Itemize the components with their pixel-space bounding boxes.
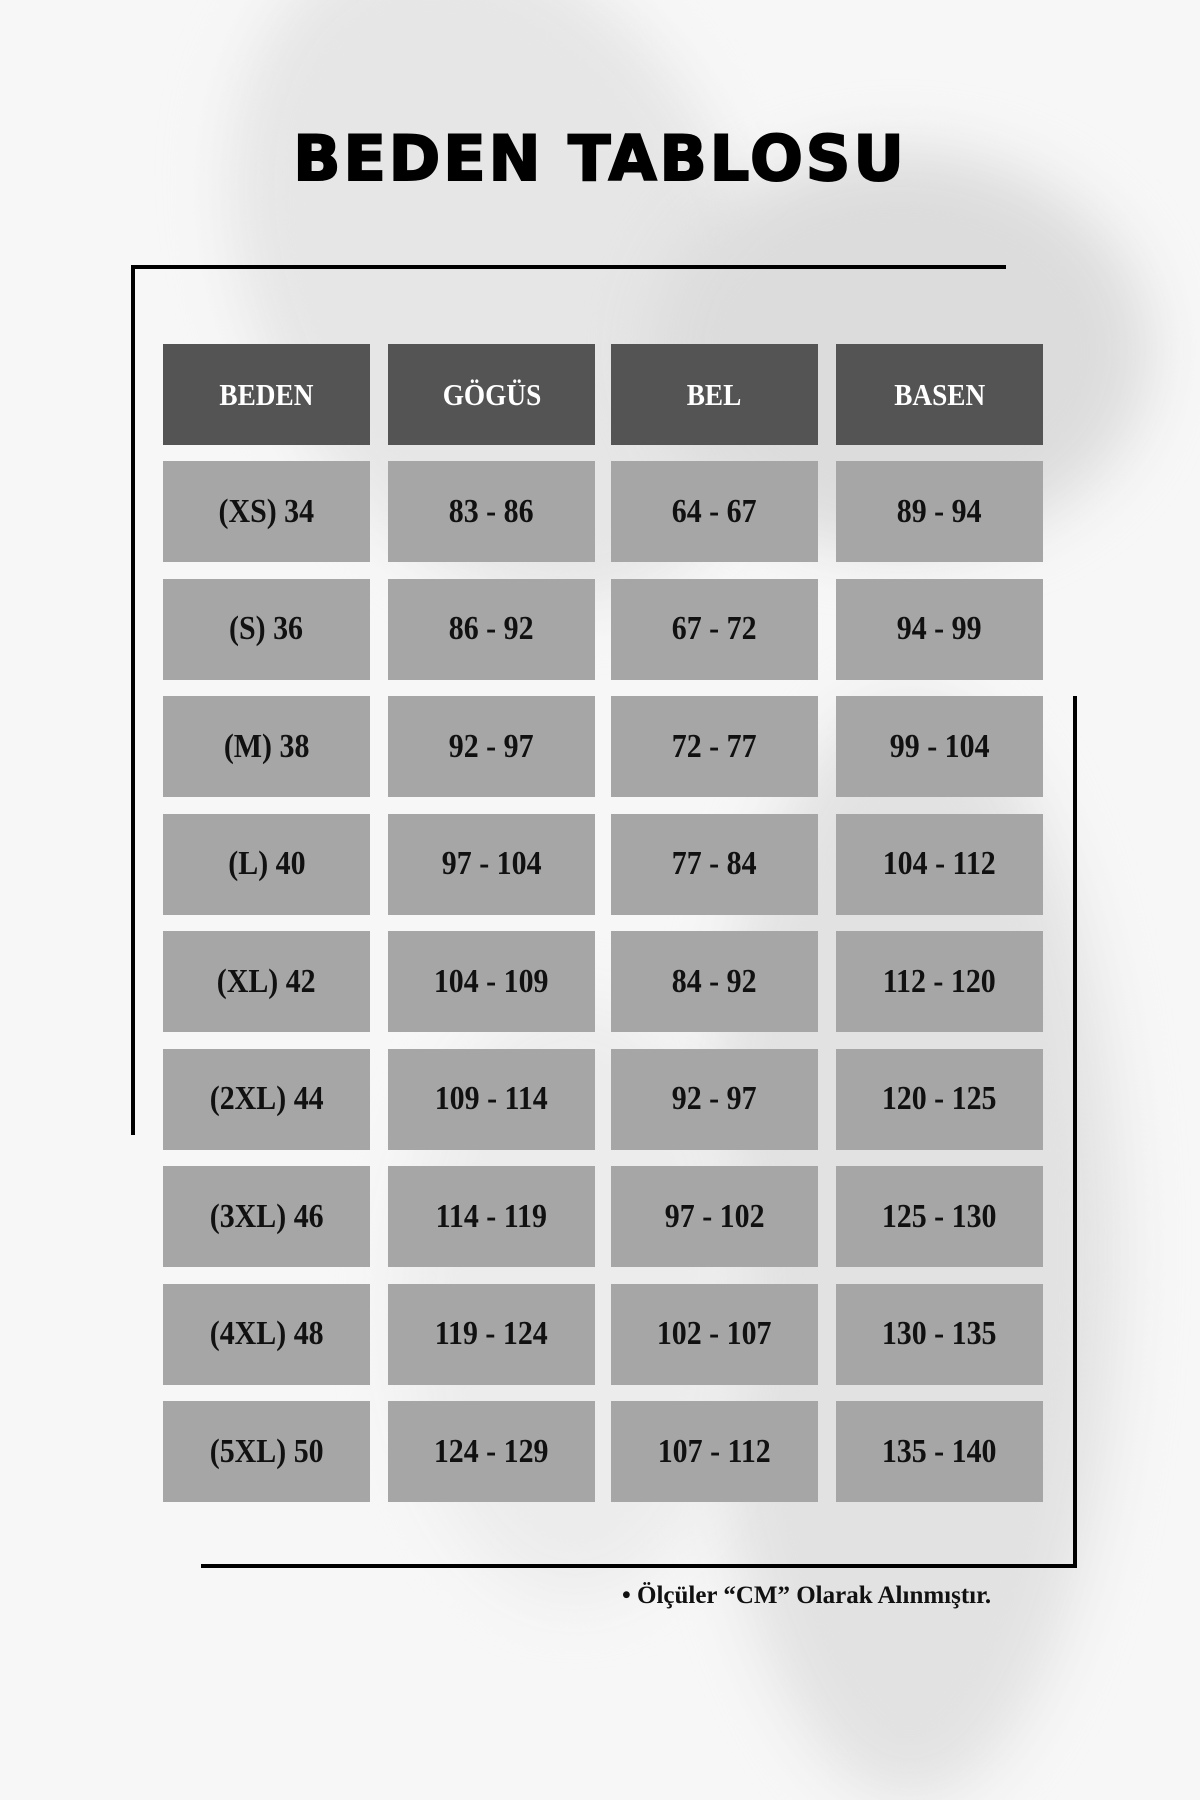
- cell-waist: 72 - 77: [611, 696, 818, 797]
- header-waist: BEL: [611, 344, 818, 445]
- cell-hip-text: 130 - 135: [882, 1315, 997, 1352]
- cell-size-text: (XS) 34: [218, 492, 315, 530]
- cell-chest: 97 - 104: [388, 813, 595, 915]
- cell-hip-text: 120 - 125: [882, 1080, 997, 1117]
- cell-hip: 99 - 104: [836, 696, 1043, 797]
- cell-waist: 92 - 97: [611, 1048, 818, 1150]
- cell-hip: 120 - 125: [836, 1048, 1043, 1150]
- cell-chest-text: 114 - 119: [435, 1197, 548, 1235]
- cell-chest: 114 - 119: [388, 1166, 595, 1267]
- cell-size: (XS) 34: [163, 461, 370, 562]
- cell-size-text: (S) 36: [229, 610, 304, 647]
- cell-waist: 67 - 72: [611, 578, 818, 680]
- header-size: BEDEN: [163, 344, 370, 445]
- cell-size: (XL) 42: [163, 931, 370, 1032]
- cell-hip-text: 135 - 140: [882, 1432, 997, 1470]
- cell-waist: 97 - 102: [611, 1166, 818, 1267]
- cell-hip: 135 - 140: [836, 1401, 1043, 1502]
- cell-waist-text: 107 - 112: [657, 1432, 772, 1470]
- cell-waist-text: 77 - 84: [672, 845, 757, 882]
- cell-size-text: (3XL) 46: [209, 1197, 324, 1235]
- cell-chest: 83 - 86: [388, 461, 595, 562]
- cell-hip-text: 125 - 130: [882, 1197, 997, 1235]
- cell-hip-text: 104 - 112: [882, 845, 997, 882]
- cell-size: (4XL) 48: [163, 1283, 370, 1385]
- cell-chest: 92 - 97: [388, 696, 595, 797]
- cell-hip: 130 - 135: [836, 1283, 1043, 1385]
- cell-chest: 109 - 114: [388, 1048, 595, 1150]
- frame-top-line: [134, 265, 1006, 269]
- cell-size-text: (M) 38: [223, 727, 310, 765]
- frame-right-line: [1073, 696, 1077, 1568]
- header-chest: GÖGÜS: [388, 344, 595, 445]
- cell-waist-text: 92 - 97: [672, 1080, 757, 1117]
- cell-chest-text: 83 - 86: [449, 492, 534, 530]
- cell-hip-text: 89 - 94: [897, 492, 982, 530]
- cell-size: (2XL) 44: [163, 1048, 370, 1150]
- cell-waist: 77 - 84: [611, 813, 818, 915]
- cell-size-text: (5XL) 50: [209, 1432, 324, 1470]
- header-hip-text: BASEN: [894, 376, 985, 412]
- cell-hip: 112 - 120: [836, 931, 1043, 1032]
- cell-hip: 94 - 99: [836, 578, 1043, 680]
- cell-hip: 125 - 130: [836, 1166, 1043, 1267]
- header-size-text: BEDEN: [219, 376, 314, 412]
- cell-hip: 104 - 112: [836, 813, 1043, 915]
- frame-left-line: [131, 265, 135, 1135]
- cell-hip: 89 - 94: [836, 461, 1043, 562]
- cell-waist-text: 84 - 92: [672, 962, 757, 1000]
- cell-chest: 104 - 109: [388, 931, 595, 1032]
- header-waist-text: BEL: [687, 376, 742, 412]
- cell-chest-text: 86 - 92: [449, 610, 534, 647]
- measurement-note: • Ölçüler “CM” Olarak Alınmıştır.: [622, 1582, 992, 1609]
- header-chest-text: GÖGÜS: [442, 376, 541, 412]
- cell-chest-text: 124 - 129: [434, 1432, 549, 1470]
- cell-waist: 107 - 112: [611, 1401, 818, 1502]
- cell-size: (S) 36: [163, 578, 370, 680]
- cell-chest-text: 109 - 114: [434, 1080, 549, 1117]
- cell-chest: 124 - 129: [388, 1401, 595, 1502]
- cell-waist-text: 102 - 107: [657, 1315, 772, 1352]
- cell-hip-text: 112 - 120: [882, 962, 997, 1000]
- cell-chest-text: 92 - 97: [449, 727, 534, 765]
- cell-size: (M) 38: [163, 696, 370, 797]
- cell-chest: 86 - 92: [388, 578, 595, 680]
- cell-chest: 119 - 124: [388, 1283, 595, 1385]
- cell-size-text: (4XL) 48: [209, 1315, 324, 1352]
- cell-size-text: (XL) 42: [217, 962, 316, 1000]
- cell-waist: 84 - 92: [611, 931, 818, 1032]
- cell-size: (3XL) 46: [163, 1166, 370, 1267]
- cell-chest-text: 97 - 104: [441, 845, 542, 882]
- cell-hip-text: 99 - 104: [889, 727, 990, 765]
- cell-size-text: (L) 40: [227, 845, 306, 882]
- cell-size: (5XL) 50: [163, 1401, 370, 1502]
- cell-chest-text: 119 - 124: [434, 1315, 549, 1352]
- frame-bottom-line: [201, 1564, 1077, 1568]
- cell-size: (L) 40: [163, 813, 370, 915]
- page-title: BEDEN TABLOSU: [292, 121, 907, 196]
- cell-size-text: (2XL) 44: [209, 1080, 324, 1117]
- cell-waist-text: 72 - 77: [672, 727, 757, 765]
- cell-waist: 102 - 107: [611, 1283, 818, 1385]
- cell-waist-text: 67 - 72: [672, 610, 757, 647]
- cell-waist-text: 64 - 67: [672, 492, 757, 530]
- header-hip: BASEN: [836, 344, 1043, 445]
- cell-chest-text: 104 - 109: [434, 962, 549, 1000]
- cell-hip-text: 94 - 99: [897, 610, 982, 647]
- cell-waist-text: 97 - 102: [664, 1197, 765, 1235]
- cell-waist: 64 - 67: [611, 461, 818, 562]
